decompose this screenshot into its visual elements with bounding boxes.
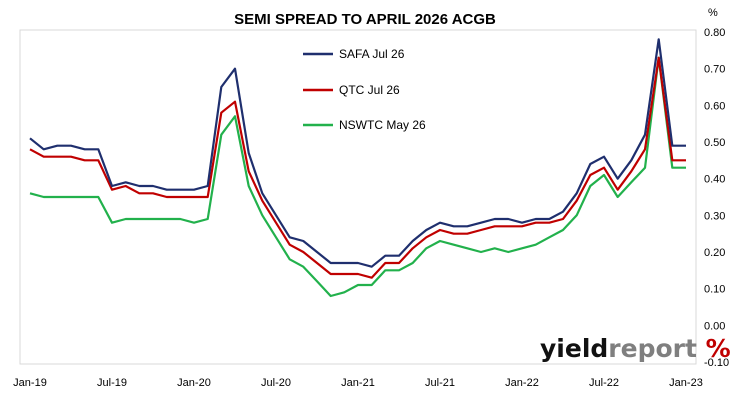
legend-label: NSWTC May 26 [339,118,426,132]
x-tick-label: Jan-23 [669,377,703,389]
series-line [29,56,686,298]
plot-area-frame [19,29,697,365]
x-axis: Jan-19 Jul-19 Jan-20 Jul-20 Jan-21 Jul-21 Jan-… [13,377,703,389]
x-tick-label: Jan-22 [505,377,539,389]
y-tick-label: 0.70 [704,64,725,76]
yieldreport-logo: yieldreport % [540,334,730,363]
x-tick-label: Jul-22 [589,377,619,389]
legend-label: QTC Jul 26 [339,83,400,97]
series-line [29,38,686,268]
y-tick-label: 0.30 [704,210,725,222]
y-tick-label: 0.80 [704,27,725,39]
series-line [29,56,686,279]
y-tick-label: 0.10 [704,284,725,296]
chart-title: SEMI SPREAD TO APRIL 2026 ACGB [234,11,496,28]
series-layer [29,38,686,298]
y-tick-label: 0.00 [704,320,725,332]
y-tick-label: 0.50 [704,137,725,149]
legend: SAFA Jul 26 QTC Jul 26 NSWTC May 26 [303,47,426,132]
y-tick-label: 0.60 [704,100,725,112]
x-tick-label: Jul-19 [97,377,127,389]
y-tick-label: 0.20 [704,247,725,259]
legend-label: SAFA Jul 26 [339,47,405,61]
y-tick-label: -0.10 [704,357,729,369]
y-axis-unit: % [708,7,718,19]
x-tick-label: Jan-21 [341,377,375,389]
x-tick-label: Jan-19 [13,377,47,389]
y-axis: 0.80 0.70 0.60 0.50 0.40 0.30 0.20 0.10 0.00 -0.1… [704,27,729,369]
x-tick-label: Jul-20 [261,377,291,389]
x-tick-label: Jan-20 [177,377,211,389]
x-tick-label: Jul-21 [425,377,455,389]
y-tick-label: 0.40 [704,174,725,186]
